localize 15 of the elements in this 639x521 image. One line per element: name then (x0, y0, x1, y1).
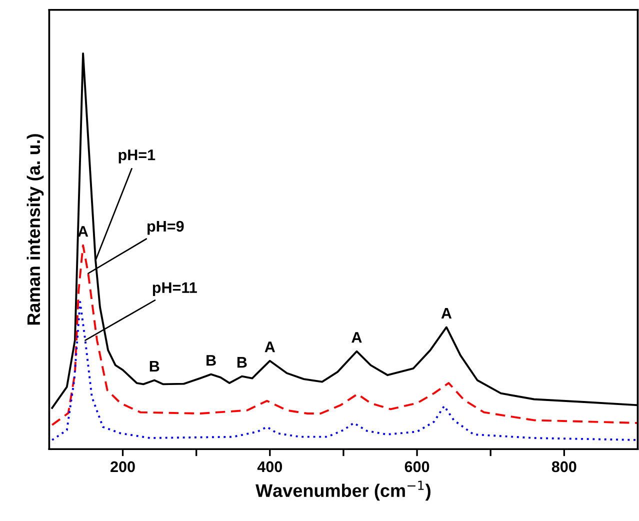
text: pH=9 (148, 220, 184, 235)
x-tick-label: 400 (257, 461, 282, 472)
x-tick-label: 800 (552, 461, 576, 472)
annotation: B (237, 357, 247, 368)
series-label: pH=1 (118, 150, 156, 164)
annotation: B (150, 361, 160, 372)
annotation: A (264, 342, 276, 352)
annotation: B (206, 355, 216, 366)
text: pH=11 (152, 282, 197, 296)
annotation: A (441, 308, 452, 319)
x-axis-title: Wavenumber (cm$^{−1}$) (256, 480, 430, 501)
annotation: A (352, 332, 362, 343)
x-tick-label: 200 (110, 461, 135, 472)
y-axis-title: Raman intensity (a. u.) (26, 134, 44, 325)
x-tick-label: 600 (404, 461, 430, 472)
